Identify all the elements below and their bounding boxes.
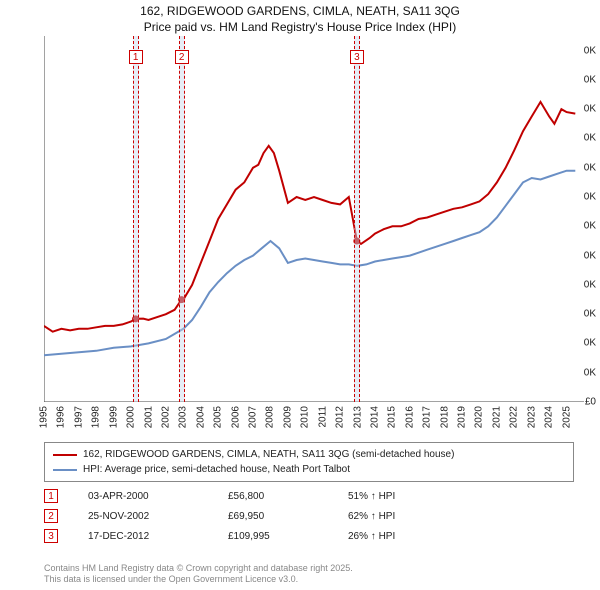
sale-price: £56,800 xyxy=(228,491,348,502)
x-tick-label: 2025 xyxy=(561,406,572,428)
sale-row-badge: 1 xyxy=(44,489,58,503)
legend-label: HPI: Average price, semi-detached house,… xyxy=(83,462,350,477)
x-tick-label: 2005 xyxy=(213,406,224,428)
sale-row-badge: 3 xyxy=(44,529,58,543)
legend-swatch xyxy=(53,469,77,471)
x-tick-label: 2016 xyxy=(404,406,415,428)
plot-area: 1 2 3 xyxy=(44,36,584,402)
chart: £0£20K£40K£60K£80K£100K£120K£140K£160K£1… xyxy=(0,36,600,436)
sale-badge: 2 xyxy=(175,50,189,64)
sale-price: £109,995 xyxy=(228,531,348,542)
sale-band xyxy=(354,36,360,402)
x-tick-label: 2015 xyxy=(387,406,398,428)
footer-attribution: Contains HM Land Registry data © Crown c… xyxy=(44,563,353,586)
x-tick-label: 2019 xyxy=(457,406,468,428)
x-tick-label: 2012 xyxy=(335,406,346,428)
sale-row: 1 03-APR-2000£56,80051% ↑ HPI xyxy=(44,486,468,506)
sale-row: 2 25-NOV-2002£69,95062% ↑ HPI xyxy=(44,506,468,526)
legend-label: 162, RIDGEWOOD GARDENS, CIMLA, NEATH, SA… xyxy=(83,447,454,462)
title-line2: Price paid vs. HM Land Registry's House … xyxy=(0,20,600,36)
x-tick-label: 1997 xyxy=(73,406,84,428)
x-tick-label: 2009 xyxy=(282,406,293,428)
x-tick-label: 1998 xyxy=(91,406,102,428)
x-tick-label: 2008 xyxy=(265,406,276,428)
x-tick-label: 1995 xyxy=(39,406,50,428)
sale-date: 03-APR-2000 xyxy=(88,491,228,502)
chart-title: 162, RIDGEWOOD GARDENS, CIMLA, NEATH, SA… xyxy=(0,0,600,35)
sale-badge: 1 xyxy=(129,50,143,64)
sale-hpi: 26% ↑ HPI xyxy=(348,531,468,542)
sale-hpi: 51% ↑ HPI xyxy=(348,491,468,502)
x-axis-ticks: 1995199619971998199920002001200220032004… xyxy=(44,406,584,440)
x-tick-label: 1999 xyxy=(108,406,119,428)
x-tick-label: 2007 xyxy=(248,406,259,428)
x-tick-label: 2022 xyxy=(509,406,520,428)
x-tick-label: 2014 xyxy=(369,406,380,428)
sale-hpi: 62% ↑ HPI xyxy=(348,511,468,522)
legend-item: HPI: Average price, semi-detached house,… xyxy=(53,462,565,477)
x-tick-label: 2018 xyxy=(439,406,450,428)
sale-row-badge: 2 xyxy=(44,509,58,523)
x-tick-label: 2010 xyxy=(300,406,311,428)
x-tick-label: 2000 xyxy=(126,406,137,428)
x-tick-label: 2017 xyxy=(422,406,433,428)
sale-date: 25-NOV-2002 xyxy=(88,511,228,522)
title-line1: 162, RIDGEWOOD GARDENS, CIMLA, NEATH, SA… xyxy=(0,4,600,20)
x-tick-label: 2001 xyxy=(143,406,154,428)
x-tick-label: 2011 xyxy=(317,406,328,428)
legend: 162, RIDGEWOOD GARDENS, CIMLA, NEATH, SA… xyxy=(44,442,574,482)
sale-row: 3 17-DEC-2012£109,99526% ↑ HPI xyxy=(44,526,468,546)
footer-line1: Contains HM Land Registry data © Crown c… xyxy=(44,563,353,575)
sale-price: £69,950 xyxy=(228,511,348,522)
legend-swatch xyxy=(53,454,77,456)
sale-band xyxy=(133,36,139,402)
sales-table: 1 03-APR-2000£56,80051% ↑ HPI 2 25-NOV-2002… xyxy=(44,486,468,546)
x-tick-label: 2004 xyxy=(195,406,206,428)
plot-svg xyxy=(44,36,584,402)
x-tick-label: 2023 xyxy=(526,406,537,428)
sale-band xyxy=(179,36,185,402)
x-tick-label: 2003 xyxy=(178,406,189,428)
x-tick-label: 2021 xyxy=(491,406,502,428)
x-tick-label: 2002 xyxy=(160,406,171,428)
x-tick-label: 2013 xyxy=(352,406,363,428)
x-tick-label: 2020 xyxy=(474,406,485,428)
footer-line2: This data is licensed under the Open Gov… xyxy=(44,574,353,586)
x-tick-label: 1996 xyxy=(56,406,67,428)
sale-badge: 3 xyxy=(350,50,364,64)
sale-date: 17-DEC-2012 xyxy=(88,531,228,542)
x-tick-label: 2006 xyxy=(230,406,241,428)
legend-item: 162, RIDGEWOOD GARDENS, CIMLA, NEATH, SA… xyxy=(53,447,565,462)
x-tick-label: 2024 xyxy=(544,406,555,428)
